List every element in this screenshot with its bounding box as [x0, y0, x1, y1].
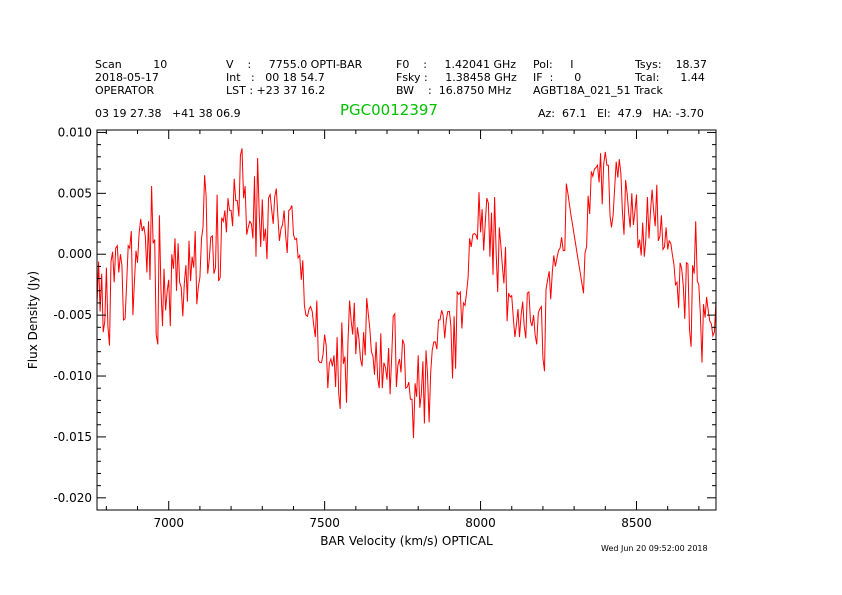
plot-timestamp: Wed Jun 20 09:52:00 2018 — [601, 544, 708, 553]
observation-date: 2018-05-17 — [95, 71, 159, 84]
y-tick-label: -0.015 — [53, 430, 92, 444]
y-tick-label: 0.005 — [58, 186, 92, 200]
x-tick-label: 7000 — [153, 516, 184, 530]
y-tick-label: -0.005 — [53, 308, 92, 322]
tcal-label: Tcal: 1.44 — [635, 71, 705, 84]
integration-label: Int : 00 18 54.7 — [226, 71, 325, 84]
spectrum-line — [97, 148, 716, 439]
source-name: PGC0012397 — [340, 101, 438, 119]
y-tick-label: 0.010 — [58, 125, 92, 139]
tsys-label: Tsys: 18.37 — [635, 58, 708, 71]
rest-frequency-label: F0 : 1.42041 GHz — [396, 58, 517, 71]
coordinates-label: 03 19 27.38 +41 38 06.9 — [95, 107, 241, 120]
if-label: IF : 0 — [533, 71, 582, 84]
y-tick-label: 0.000 — [58, 247, 92, 261]
x-tick-label: 8500 — [621, 516, 652, 530]
y-tick-label: -0.020 — [53, 491, 92, 505]
x-axis-title: BAR Velocity (km/s) OPTICAL — [320, 534, 493, 548]
lst-label: LST : +23 37 16.2 — [226, 84, 326, 97]
x-tick-label: 8000 — [465, 516, 496, 530]
velocity-label: V : 7755.0 OPTI-BAR — [226, 58, 363, 71]
operator-label: OPERATOR — [95, 84, 155, 97]
pointing-label: Az: 67.1 El: 47.9 HA: -3.70 — [538, 107, 704, 120]
bandwidth-label: BW : 16.8750 MHz — [396, 84, 512, 97]
sky-frequency-label: Fsky : 1.38458 GHz — [396, 71, 517, 84]
y-tick-label: -0.010 — [53, 369, 92, 383]
y-axis-title: Flux Density (Jy) — [26, 271, 40, 369]
plot-frame — [96, 129, 717, 511]
x-tick-label: 7500 — [309, 516, 340, 530]
scan-label: Scan 10 — [95, 58, 168, 71]
polarization-label: Pol: I — [533, 58, 574, 71]
project-label: AGBT18A_021_51 Track — [533, 84, 663, 97]
